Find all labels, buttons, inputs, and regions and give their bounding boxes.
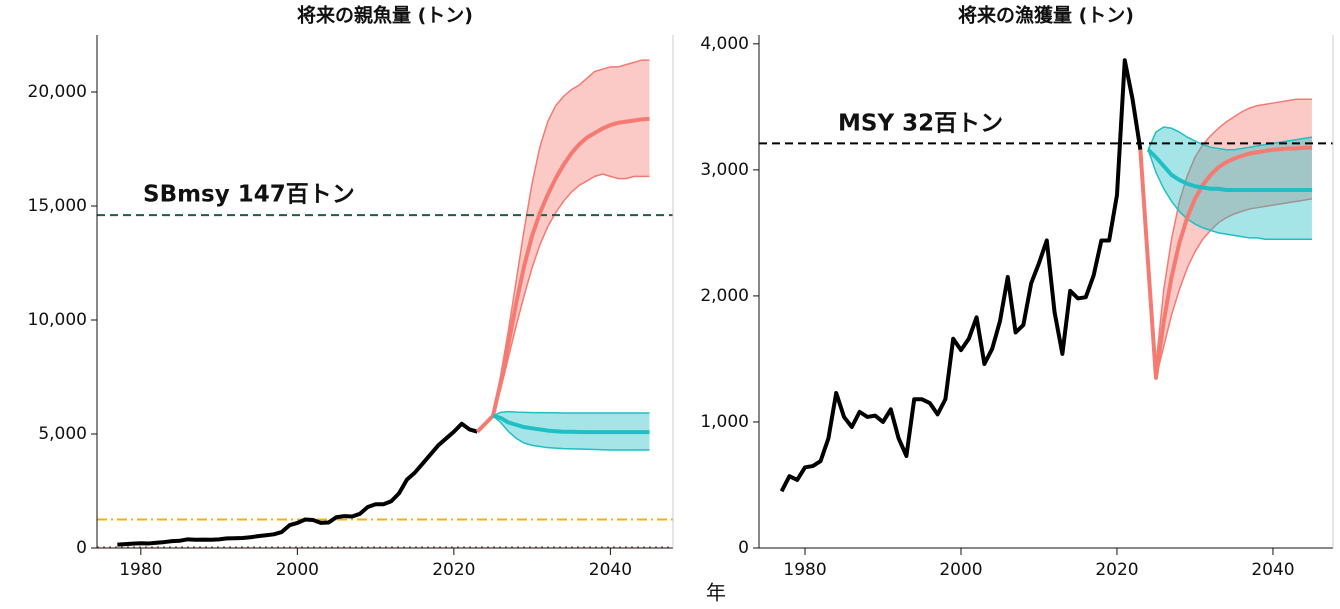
y-tick-label: 0 [76, 538, 87, 558]
annotation: MSY 32百トン [838, 111, 1003, 137]
band-edge [492, 173, 650, 416]
x-axis-label: 年 [706, 581, 726, 605]
band-edge [492, 415, 650, 451]
x-tick-label: 2040 [1251, 560, 1294, 580]
series-line [779, 58, 1143, 493]
y-tick-label: 3,000 [700, 160, 749, 180]
band-fill [1155, 99, 1312, 378]
y-tick-label: 15,000 [28, 196, 87, 216]
chart-title: 将来の漁獲量 (トン) [958, 4, 1134, 27]
series-line [1138, 145, 1312, 380]
series-line [492, 413, 650, 435]
series-line [117, 421, 478, 547]
band-edge [492, 59, 650, 416]
x-tick-label: 2000 [276, 560, 319, 580]
y-tick-label: 5,000 [38, 424, 87, 444]
band-edge [1155, 198, 1313, 379]
x-tick-label: 1980 [783, 560, 826, 580]
y-tick-label: 10,000 [28, 310, 87, 330]
x-tick-label: 2000 [939, 560, 982, 580]
x-tick-label: 1980 [119, 560, 162, 580]
y-tick-label: 0 [738, 538, 749, 558]
annotation: SBmsy 147百トン [143, 182, 355, 208]
band-edge [1147, 149, 1312, 240]
y-tick-label: 20,000 [28, 82, 87, 102]
y-tick-label: 1,000 [700, 412, 749, 432]
chart-title: 将来の親魚量 (トン) [297, 4, 473, 27]
series-line [475, 116, 650, 434]
x-tick-label: 2020 [1095, 560, 1138, 580]
y-tick-label: 4,000 [700, 34, 749, 54]
series-line [1146, 148, 1312, 193]
band-fill [493, 60, 650, 416]
x-tick-label: 2020 [432, 560, 475, 580]
x-tick-label: 2040 [589, 560, 632, 580]
y-tick-label: 2,000 [700, 286, 749, 306]
band-edge [1155, 98, 1312, 366]
band-edge [492, 410, 650, 417]
band-edge [1147, 126, 1313, 151]
